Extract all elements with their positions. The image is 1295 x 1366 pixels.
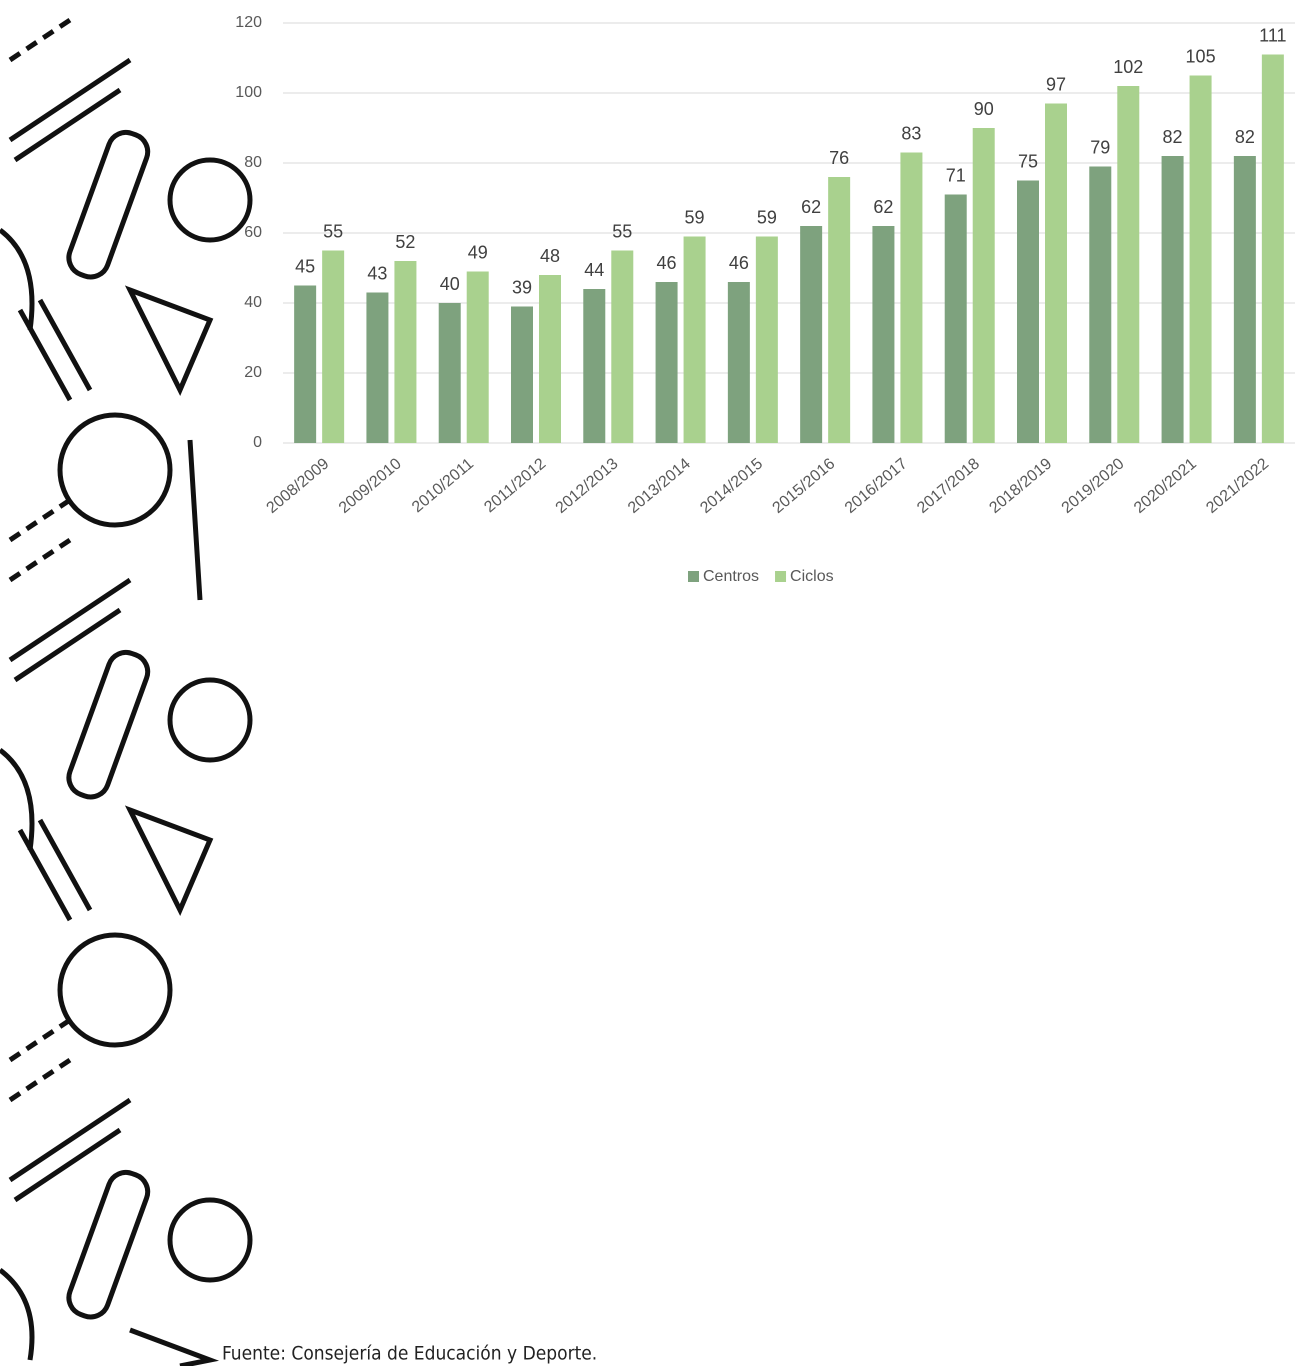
- legend-swatch: [775, 571, 787, 582]
- bar: [828, 177, 851, 443]
- value-label: 82: [1235, 127, 1255, 147]
- bar: [511, 306, 533, 443]
- bar: [1233, 156, 1256, 443]
- bar: [1189, 75, 1212, 443]
- value-label: 44: [584, 260, 604, 280]
- x-tick-label: 2020/2021: [1131, 455, 1200, 517]
- bar: [294, 285, 317, 443]
- bar: [755, 236, 778, 443]
- value-label: 105: [1186, 46, 1216, 66]
- y-tick-label: 120: [235, 14, 262, 31]
- value-label: 83: [901, 123, 921, 143]
- value-label: 102: [1113, 57, 1143, 77]
- x-tick-label: 2017/2018: [914, 455, 983, 517]
- value-label: 111: [1259, 25, 1286, 45]
- y-tick-label: 0: [253, 434, 262, 451]
- x-tick-label: 2019/2020: [1059, 455, 1128, 517]
- x-tick-label: 2014/2015: [697, 455, 766, 517]
- bar: [394, 261, 417, 443]
- value-label: 48: [540, 246, 560, 266]
- bar: [438, 303, 461, 443]
- bar: [1017, 180, 1039, 443]
- value-label: 79: [1090, 137, 1110, 157]
- y-tick-label: 80: [244, 154, 262, 171]
- value-label: 82: [1163, 127, 1183, 147]
- bar: [1261, 54, 1284, 443]
- bar: [683, 236, 706, 443]
- value-label: 71: [946, 165, 966, 185]
- value-label: 55: [323, 221, 343, 241]
- x-tick-label: 2016/2017: [842, 455, 911, 517]
- bar: [539, 275, 561, 443]
- value-label: 45: [295, 256, 315, 276]
- value-label: 46: [657, 253, 677, 273]
- bar: [727, 282, 750, 443]
- x-tick-label: 2021/2022: [1203, 455, 1272, 517]
- y-tick-label: 60: [244, 224, 262, 241]
- bar: [944, 194, 967, 443]
- value-label: 90: [974, 99, 994, 119]
- bar: [1117, 86, 1140, 443]
- bar: [900, 152, 923, 443]
- value-label: 55: [612, 221, 632, 241]
- value-label: 46: [729, 253, 749, 273]
- y-tick-label: 100: [235, 84, 262, 101]
- x-tick-label: 2018/2019: [986, 455, 1055, 517]
- bar: [611, 250, 634, 443]
- source-note: Fuente: Consejería de Educación y Deport…: [222, 1343, 597, 1365]
- x-tick-label: 2015/2016: [770, 455, 839, 517]
- value-label: 43: [367, 263, 387, 283]
- value-label: 59: [685, 207, 705, 227]
- bar: [322, 250, 345, 443]
- value-label: 39: [512, 277, 532, 297]
- x-tick-label: 2013/2014: [625, 455, 694, 517]
- x-tick-label: 2011/2012: [481, 455, 549, 516]
- bar: [1045, 103, 1067, 443]
- value-label: 62: [873, 197, 893, 217]
- y-tick-label: 20: [244, 364, 262, 381]
- bar: [366, 292, 389, 443]
- bar: [972, 128, 995, 443]
- value-label: 62: [801, 197, 821, 217]
- bar: [655, 282, 678, 443]
- legend-swatch: [688, 571, 699, 582]
- bar: [466, 271, 489, 443]
- doodle-strip: [0, 17, 253, 1366]
- legend-label: Centros: [703, 568, 759, 585]
- value-label: 76: [829, 148, 849, 168]
- value-label: 40: [440, 274, 460, 294]
- doodle-pattern: [0, 1057, 253, 1366]
- bar: [583, 289, 606, 443]
- bar: [872, 226, 895, 443]
- y-tick-label: 40: [244, 294, 262, 311]
- x-tick-label: 2010/2011: [409, 455, 477, 516]
- bar: [800, 226, 823, 443]
- doodle-pattern: [0, 17, 253, 601]
- value-label: 97: [1046, 74, 1066, 94]
- x-tick-label: 2009/2010: [336, 455, 405, 517]
- value-label: 52: [395, 232, 415, 252]
- bar: [1161, 156, 1184, 443]
- bar: [1089, 166, 1112, 443]
- value-label: 59: [757, 207, 777, 227]
- value-label: 75: [1018, 151, 1038, 171]
- x-tick-label: 2012/2013: [553, 455, 622, 517]
- doodle-pattern: [0, 537, 253, 1063]
- x-tick-label: 2008/2009: [264, 455, 333, 517]
- value-label: 49: [468, 242, 488, 262]
- legend-label: Ciclos: [790, 568, 834, 585]
